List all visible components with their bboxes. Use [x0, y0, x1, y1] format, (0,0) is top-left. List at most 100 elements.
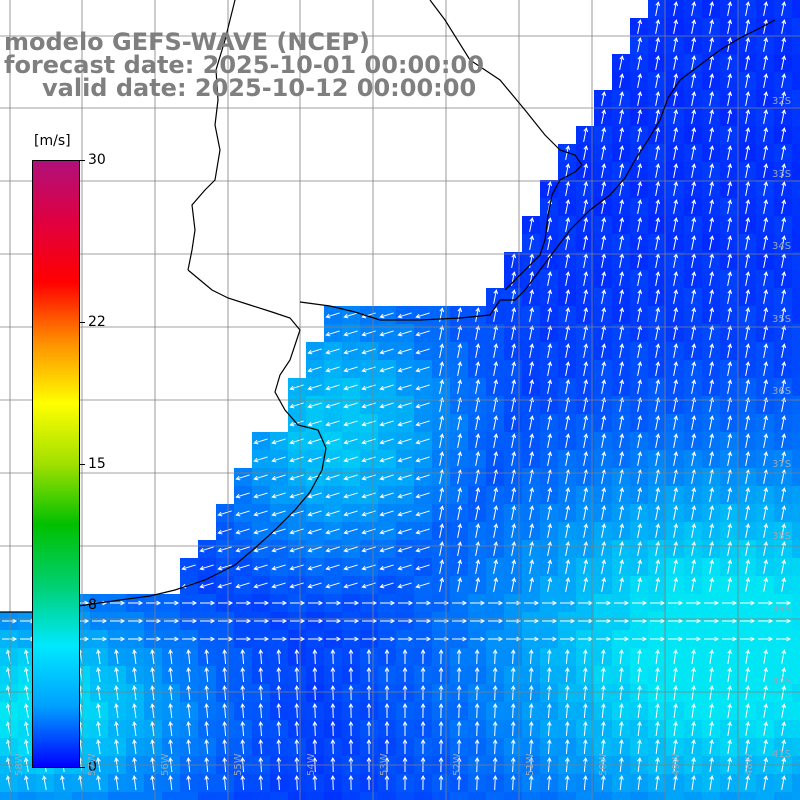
- wind-arrow: [96, 739, 101, 754]
- wind-arrow: [343, 312, 358, 319]
- wind-arrow: [637, 37, 643, 52]
- wind-arrow: [601, 720, 606, 737]
- wind-arrow: [655, 199, 661, 214]
- wind-arrow: [96, 685, 101, 700]
- wind-arrow: [415, 312, 430, 319]
- wind-arrow: [781, 235, 787, 250]
- wind-arrow: [763, 325, 769, 340]
- wind-arrow: [637, 649, 642, 665]
- wind-arrow: [379, 474, 394, 481]
- wind-arrow: [470, 636, 486, 642]
- wind-arrow: [745, 577, 751, 592]
- wind-arrow: [402, 684, 408, 701]
- wind-arrow: [596, 636, 612, 642]
- wind-arrow: [727, 55, 733, 70]
- wind-speed-cell: [792, 126, 800, 144]
- wind-speed-cell: [162, 792, 180, 800]
- wind-speed-cell: [252, 792, 270, 800]
- wind-arrow: [745, 415, 751, 430]
- wind-arrow: [457, 379, 463, 394]
- wind-arrow: [511, 541, 517, 556]
- wind-arrow: [691, 1, 697, 16]
- wind-arrow: [673, 379, 679, 394]
- wind-speed-cell: [792, 432, 800, 450]
- wind-arrow: [415, 582, 430, 589]
- wind-arrow: [529, 289, 535, 304]
- wind-arrow: [655, 145, 661, 160]
- wind-arrow: [493, 289, 499, 304]
- wind-arrow: [415, 492, 430, 499]
- wind-arrow: [186, 775, 191, 791]
- wind-arrow: [637, 433, 643, 448]
- wind-arrow: [529, 433, 535, 448]
- wind-speed-cell: [360, 792, 378, 800]
- wind-arrow: [583, 217, 589, 232]
- wind-arrow: [745, 181, 751, 196]
- wind-arrow: [438, 720, 444, 737]
- wind-arrow: [601, 145, 607, 160]
- wind-arrow: [182, 600, 198, 606]
- wind-arrow: [312, 774, 318, 791]
- wind-arrow: [781, 541, 787, 556]
- wind-arrow: [307, 366, 322, 373]
- colorbar-tick-label: 30: [88, 152, 106, 168]
- wind-arrow: [709, 703, 714, 718]
- wind-arrow: [637, 559, 643, 574]
- lon-label: 50W: [598, 753, 609, 776]
- wind-arrow: [258, 774, 264, 791]
- wind-arrow: [361, 330, 376, 337]
- wind-arrow: [276, 702, 282, 719]
- wind-arrow: [763, 415, 769, 430]
- wind-arrow: [781, 1, 787, 16]
- wind-arrow: [547, 361, 553, 376]
- wind-arrow: [601, 487, 607, 502]
- wind-arrow: [582, 738, 588, 755]
- wind-arrow: [691, 505, 697, 520]
- wind-arrow: [781, 559, 787, 574]
- wind-arrow: [781, 667, 787, 682]
- wind-arrow: [348, 702, 354, 719]
- wind-arrow: [439, 379, 445, 394]
- wind-arrow: [415, 384, 430, 391]
- wind-arrow: [709, 271, 715, 286]
- wind-arrow: [601, 451, 607, 466]
- wind-arrow: [709, 181, 715, 196]
- wind-arrow: [217, 582, 232, 589]
- wind-arrow: [601, 577, 607, 592]
- wind-arrow: [439, 523, 445, 538]
- wind-arrow: [673, 181, 679, 196]
- wind-arrow: [637, 109, 643, 124]
- wind-arrow: [276, 720, 282, 737]
- wind-arrow: [709, 667, 714, 682]
- wind-arrow: [655, 307, 661, 322]
- wind-arrow: [452, 600, 468, 606]
- wind-arrow: [564, 684, 570, 701]
- wind-arrow: [763, 703, 768, 718]
- wind-arrow: [402, 738, 408, 755]
- wind-arrow: [601, 307, 607, 322]
- wind-arrow: [511, 433, 517, 448]
- wind-arrow: [439, 487, 445, 502]
- wind-arrow: [361, 402, 376, 409]
- wind-arrow: [673, 451, 679, 466]
- wind-arrow: [709, 109, 715, 124]
- wind-speed-cell: [666, 792, 684, 800]
- wind-arrow: [655, 649, 660, 665]
- wind-arrow: [312, 666, 318, 683]
- wind-arrow: [475, 505, 481, 520]
- wind-arrow: [42, 775, 47, 790]
- wind-arrow: [655, 433, 661, 448]
- wind-speed-cell: [792, 90, 800, 108]
- wind-arrow: [325, 564, 340, 571]
- wind-arrow: [781, 19, 787, 34]
- wind-arrow: [204, 648, 209, 665]
- wind-arrow: [186, 649, 191, 665]
- wind-arrow: [168, 775, 173, 791]
- colorbar-tick-label: 0: [88, 759, 97, 775]
- wind-arrow: [763, 667, 768, 682]
- wind-arrow: [745, 1, 751, 16]
- wind-arrow: [439, 541, 445, 556]
- wind-arrow: [402, 666, 408, 683]
- wind-arrow: [289, 546, 304, 553]
- wind-arrow: [307, 582, 322, 589]
